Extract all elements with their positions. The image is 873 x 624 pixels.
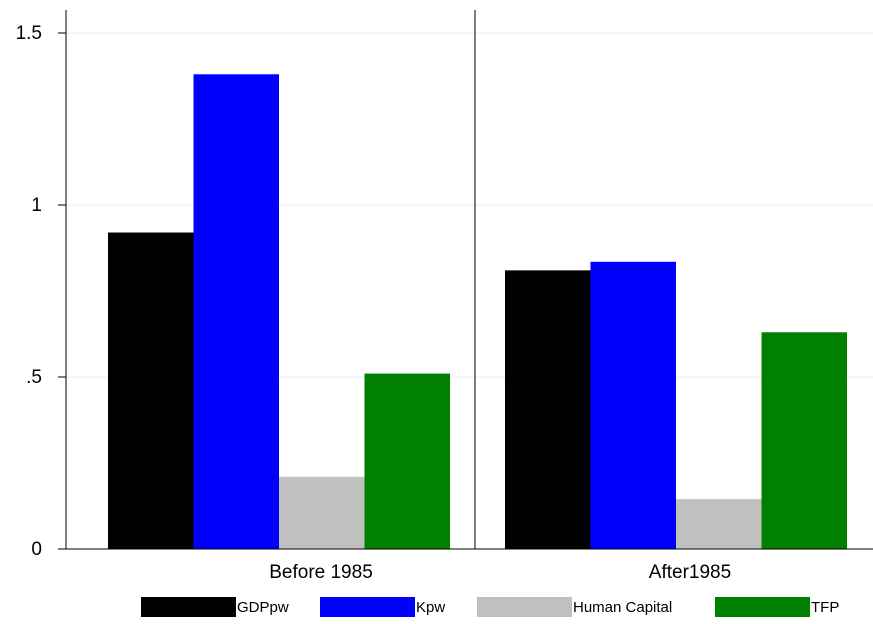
bar-1-1 [590, 261, 676, 549]
y-axis-ticks: 0 .5 1 1.5 [16, 23, 66, 560]
category-labels: Before 1985 After1985 [269, 562, 731, 583]
legend-swatch-3 [715, 597, 810, 617]
legend-label-0: GDPpw [237, 599, 289, 616]
bar-0-1 [193, 74, 279, 549]
legend-label-2: Human Capital [573, 599, 672, 616]
y-tick-label-0: 0 [31, 539, 42, 560]
category-label-1: After1985 [649, 562, 731, 583]
y-tick-label-3: 1.5 [16, 23, 42, 44]
bar-1-2 [676, 499, 762, 549]
bars [108, 74, 847, 549]
legend-label-1: Kpw [416, 599, 445, 616]
legend-swatch-1 [320, 597, 415, 617]
axes [65, 10, 873, 550]
y-tick-label-2: 1 [31, 195, 42, 216]
bar-1-0 [505, 270, 591, 549]
y-tick-label-1: .5 [26, 367, 42, 388]
legend-swatch-2 [477, 597, 572, 617]
bar-0-3 [364, 373, 450, 549]
bar-0-0 [108, 232, 194, 549]
legend: GDPpw Kpw Human Capital TFP [141, 597, 839, 617]
category-label-0: Before 1985 [269, 562, 373, 583]
legend-swatch-0 [141, 597, 236, 617]
bar-0-2 [279, 476, 365, 549]
bar-1-3 [761, 332, 847, 549]
legend-label-3: TFP [811, 599, 839, 616]
